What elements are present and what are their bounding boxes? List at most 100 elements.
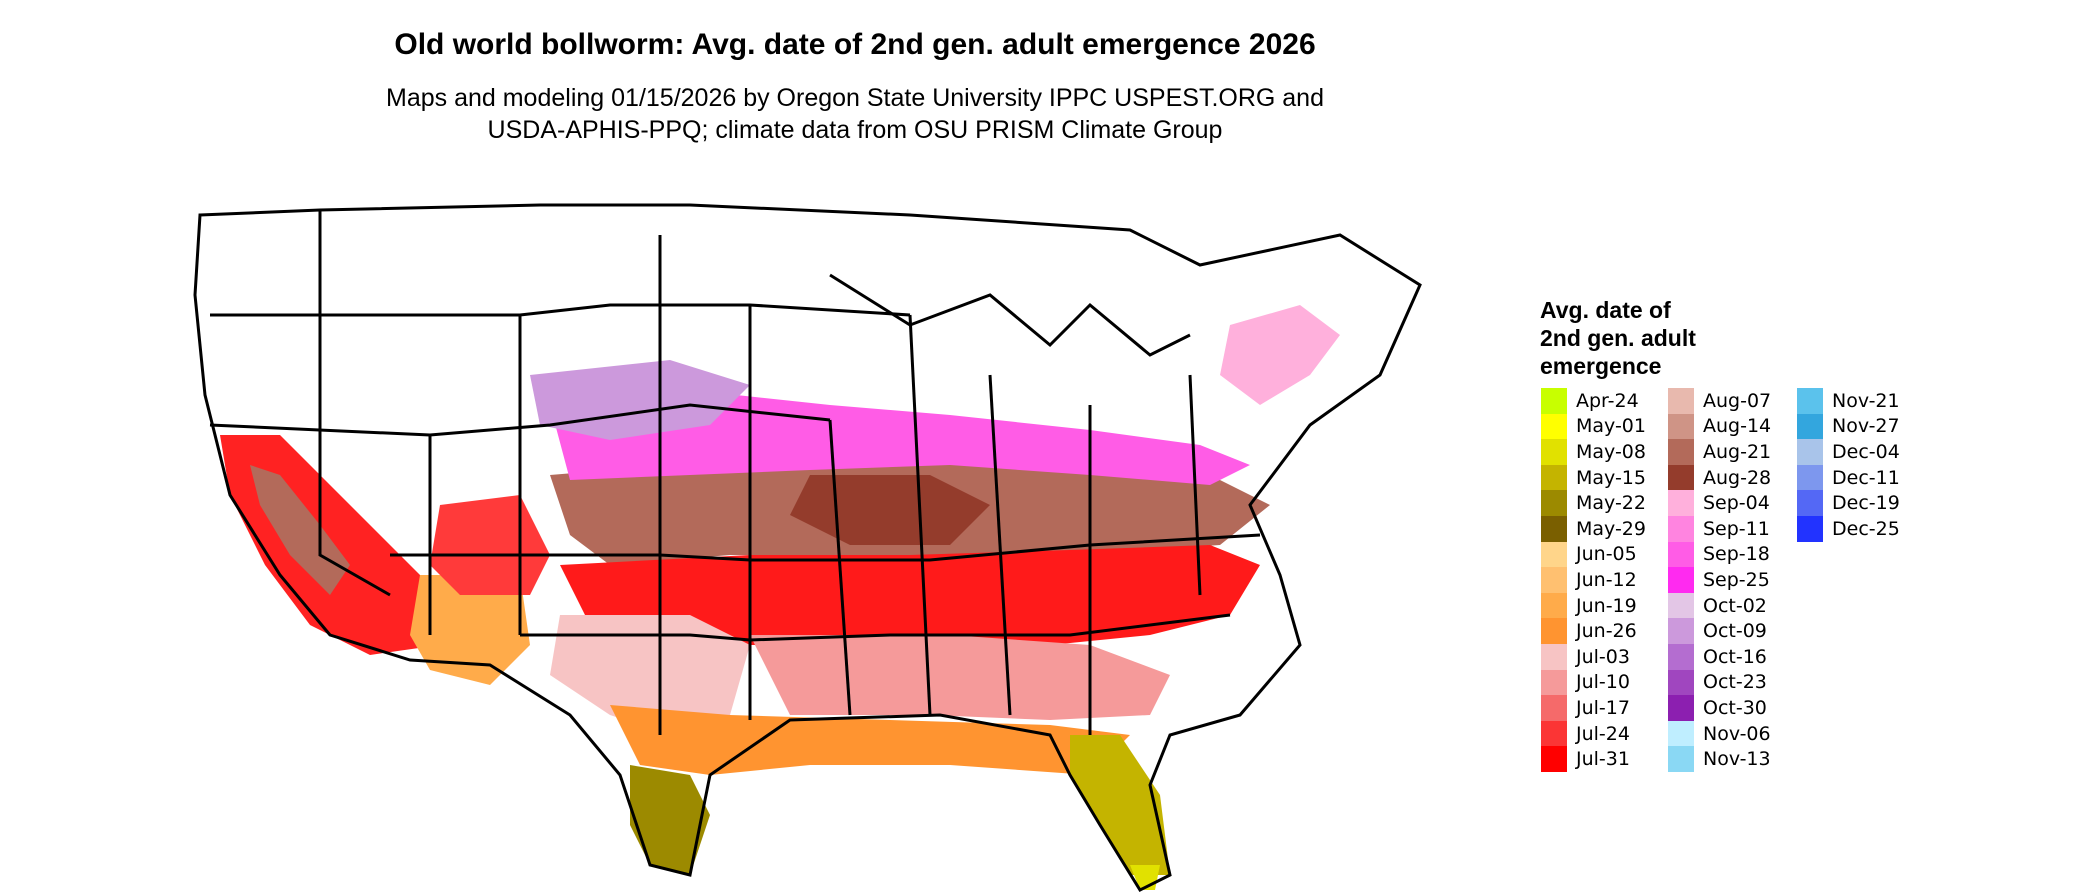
legend-item: Dec-25 [1797, 515, 1900, 542]
legend-swatch [1668, 541, 1694, 568]
legend-label: Dec-11 [1832, 466, 1900, 489]
legend-item: Aug-14 [1668, 413, 1772, 440]
legend-label: Jul-17 [1576, 696, 1630, 719]
legend-label: Sep-25 [1703, 568, 1770, 591]
legend-label: Oct-02 [1703, 594, 1767, 617]
state-boundaries [193, 203, 1422, 892]
region-southeast-pink [750, 635, 1170, 720]
legend-swatch [1541, 541, 1567, 568]
legend-item: Oct-16 [1668, 643, 1771, 670]
legend-swatch [1541, 695, 1567, 721]
legend-swatch [1668, 439, 1694, 465]
region-south-texas [630, 765, 710, 875]
region-california-inner [250, 465, 350, 595]
map-title: Old world bollworm: Avg. date of 2nd gen… [394, 28, 1316, 61]
us-emergence-map [193, 203, 1422, 892]
region-gulf-orange [610, 705, 1130, 775]
legend-title-line: Avg. date of [1540, 297, 1671, 323]
legend-swatch [1668, 695, 1694, 721]
legend-label: Aug-14 [1703, 415, 1772, 438]
legend-label: Nov-06 [1703, 722, 1771, 745]
legend-item: Sep-11 [1668, 515, 1771, 542]
legend-item: Oct-23 [1668, 669, 1771, 696]
legend-label: May-01 [1576, 415, 1646, 438]
legend-label: Jul-24 [1576, 722, 1630, 745]
border-row-1 [210, 303, 911, 317]
legend-swatch [1541, 515, 1567, 542]
border-row-4 [520, 613, 1231, 642]
legend-swatch [1797, 413, 1823, 440]
legend-item: May-22 [1541, 490, 1646, 516]
legend-label: May-29 [1576, 517, 1646, 540]
legend-item: May-15 [1541, 464, 1646, 491]
legend-swatch [1541, 567, 1567, 593]
legend-label: Oct-09 [1703, 620, 1767, 643]
border-row-2 [209, 403, 831, 437]
legend-swatch [1541, 413, 1567, 440]
legend-label: Dec-04 [1832, 440, 1900, 463]
legend-item: Nov-06 [1668, 720, 1771, 747]
legend-swatch [1668, 669, 1694, 696]
legend-label: Sep-18 [1703, 543, 1770, 566]
legend-label: Aug-21 [1703, 440, 1772, 463]
region-missouri-lighter [790, 475, 990, 545]
region-arizona [410, 575, 530, 685]
legend-swatch [1668, 746, 1694, 772]
region-northeast-pink [1220, 305, 1340, 405]
legend-swatch [1541, 490, 1567, 516]
legend-swatch [1797, 464, 1823, 491]
legend-item: Dec-19 [1797, 490, 1900, 516]
legend-label: May-15 [1576, 466, 1646, 489]
legend-item: Apr-24 [1541, 388, 1646, 414]
legend-item: Nov-13 [1668, 746, 1771, 772]
legend-item: Jun-19 [1541, 592, 1646, 619]
legend-swatch [1797, 388, 1823, 414]
legend-swatch [1541, 592, 1567, 619]
legend-label: May-22 [1576, 492, 1646, 515]
legend-label: Jul-03 [1576, 645, 1630, 668]
legend-label: Jul-10 [1576, 671, 1630, 694]
legend-item: Jul-10 [1541, 669, 1646, 696]
border-col-7 [908, 314, 932, 716]
legend-label: Aug-07 [1703, 389, 1772, 412]
legend-item: Aug-21 [1668, 439, 1771, 465]
legend-swatch [1541, 439, 1567, 465]
legend-swatch [1541, 720, 1567, 747]
legend-label: Oct-23 [1703, 671, 1767, 694]
legend-swatch [1541, 464, 1567, 491]
legend-swatch [1541, 669, 1567, 696]
legend-swatch [1797, 515, 1823, 542]
legend-label: Jun-19 [1576, 594, 1637, 617]
legend-label: Sep-11 [1703, 517, 1770, 540]
legend-item: May-08 [1541, 439, 1646, 465]
legend-swatch [1541, 643, 1567, 670]
legend-swatch [1668, 592, 1694, 619]
border-col-1 [318, 210, 391, 597]
border-col-6 [828, 419, 852, 716]
legend-label: Apr-24 [1576, 389, 1639, 412]
legend-item: Jul-24 [1541, 720, 1646, 747]
legend-label: Dec-25 [1832, 517, 1900, 540]
legend-item: Oct-09 [1668, 618, 1771, 644]
legend-item: Oct-02 [1668, 592, 1771, 619]
legend-swatch [1668, 643, 1694, 670]
legend-swatch [1541, 618, 1567, 644]
legend-item: Aug-28 [1668, 464, 1771, 491]
legend-label: Sep-04 [1703, 492, 1770, 515]
legend-item: Jul-03 [1541, 643, 1646, 670]
legend-swatch [1797, 439, 1823, 465]
legend-item: Jun-26 [1541, 618, 1646, 644]
legend-item: Jun-12 [1541, 567, 1646, 593]
legend-item: May-01 [1541, 413, 1646, 440]
legend-title: Avg. date of 2nd gen. adult emergence [1540, 296, 1760, 380]
legend-label: Oct-16 [1703, 645, 1767, 668]
legend-title-line: emergence [1540, 353, 1662, 379]
legend-item: Sep-04 [1668, 490, 1771, 516]
border-col-8 [988, 374, 1012, 716]
us-outline [193, 203, 1422, 892]
legend-swatch [1797, 490, 1823, 516]
map-regions [195, 205, 1420, 890]
legend-item: Sep-25 [1668, 567, 1771, 593]
region-texas-light [550, 615, 750, 735]
legend-label: Nov-21 [1832, 389, 1900, 412]
